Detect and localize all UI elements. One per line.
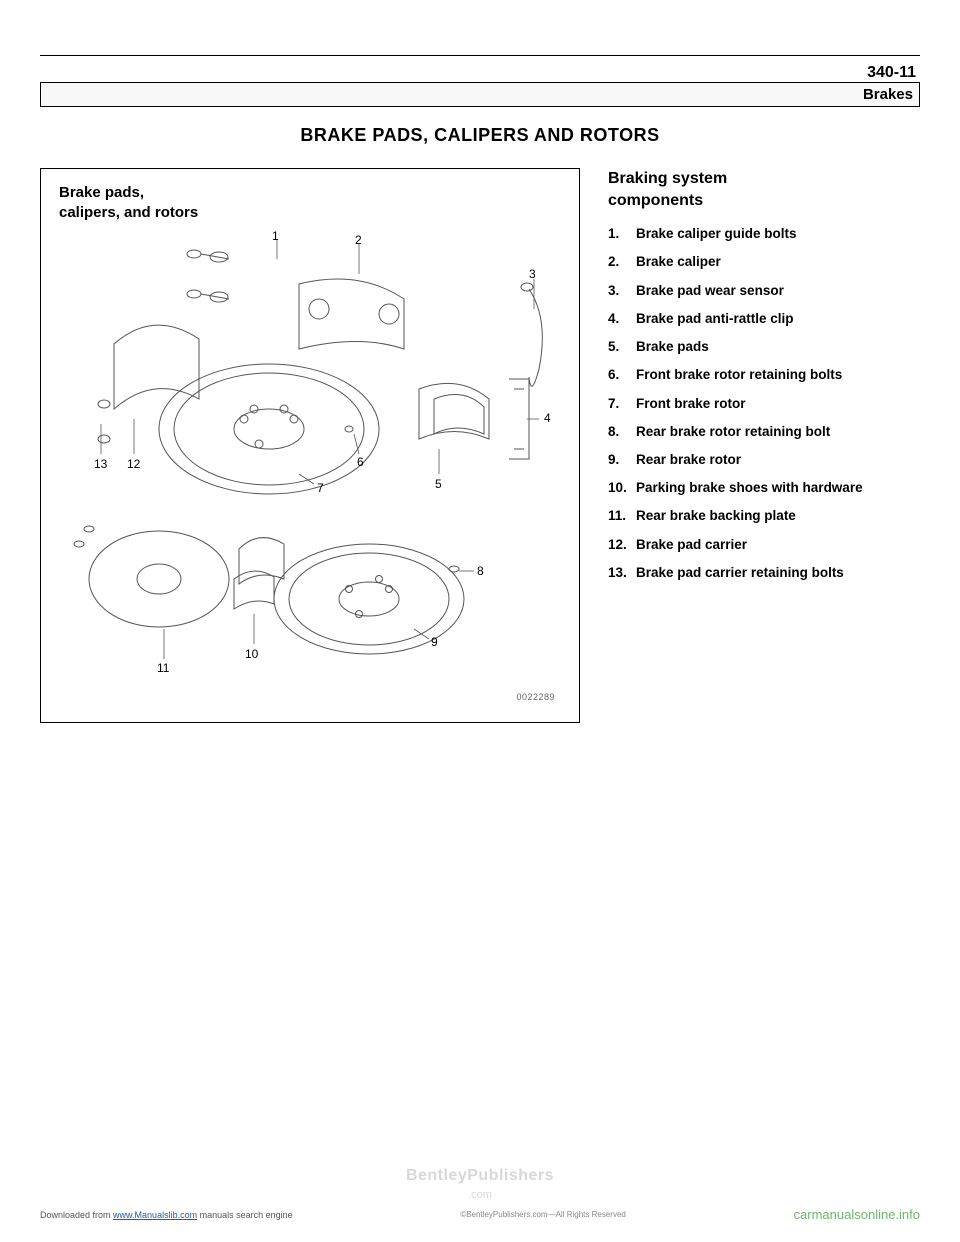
callout-10: 10 (245, 647, 258, 661)
component-item: Parking brake shoes with hardware (608, 479, 920, 497)
callout-11: 11 (157, 661, 169, 675)
component-item: Rear brake rotor retaining bolt (608, 423, 920, 441)
component-item: Front brake rotor retaining bolts (608, 366, 920, 384)
footer-copyright: ©BentleyPublishers.com—All Rights Reserv… (460, 1210, 626, 1219)
footer-brand-sub: .com (40, 1189, 920, 1201)
component-item: Rear brake rotor (608, 451, 920, 469)
component-item: Brake pad carrier retaining bolts (608, 564, 920, 582)
component-item: Brake pad wear sensor (608, 282, 920, 300)
callout-4: 4 (544, 411, 551, 425)
callout-6: 6 (357, 455, 364, 469)
footer-brand: BentleyPublishers (40, 1167, 920, 1185)
components-title: Braking system components (608, 168, 920, 211)
callout-1: 1 (272, 229, 279, 243)
component-item: Brake caliper (608, 253, 920, 271)
page-footer: BentleyPublishers .com Downloaded from w… (40, 1167, 920, 1222)
callout-9: 9 (431, 635, 438, 649)
component-item: Brake caliper guide bolts (608, 225, 920, 243)
component-item: Brake pads (608, 338, 920, 356)
section-subtitle: Brakes (40, 82, 920, 107)
callout-3: 3 (529, 267, 536, 281)
component-item: Brake pad carrier (608, 536, 920, 554)
callout-5: 5 (435, 477, 442, 491)
callout-12: 12 (127, 457, 140, 471)
footer-source: Downloaded from www.Manualslib.com manua… (40, 1210, 293, 1220)
footer-link[interactable]: www.Manualslib.com (113, 1210, 197, 1220)
component-item: Rear brake backing plate (608, 507, 920, 525)
component-item: Brake pad anti-rattle clip (608, 310, 920, 328)
callout-2: 2 (355, 233, 362, 247)
diagram-id: 0022289 (516, 692, 555, 702)
components-list: Brake caliper guide bolts Brake caliper … (608, 225, 920, 582)
footer-watermark: carmanualsonline.info (794, 1207, 920, 1222)
diagram-title: Brake pads, calipers, and rotors (59, 183, 561, 224)
component-item: Front brake rotor (608, 395, 920, 413)
diagram-illustration: 1 2 3 4 5 6 7 8 9 10 11 12 13 0022289 (59, 239, 561, 704)
callout-13: 13 (94, 457, 107, 471)
section-heading: BRAKE PADS, CALIPERS AND ROTORS (40, 125, 920, 146)
callout-8: 8 (477, 564, 484, 578)
diagram-box: Brake pads, calipers, and rotors (40, 168, 580, 723)
callout-7: 7 (317, 481, 324, 495)
page-number: 340-11 (40, 64, 920, 82)
